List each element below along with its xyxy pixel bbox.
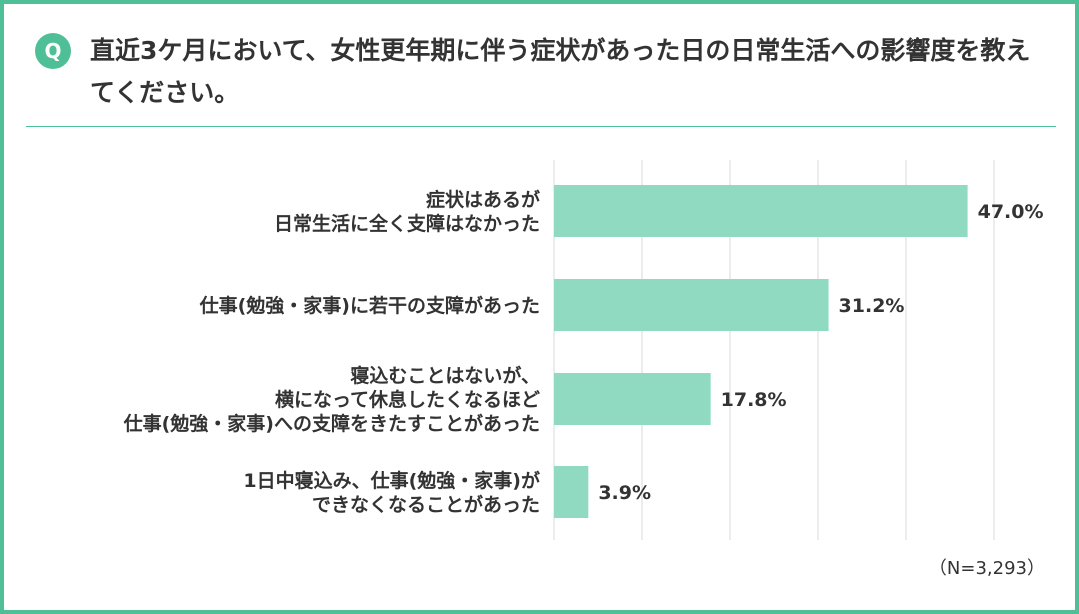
category-label: 症状はあるが (426, 188, 540, 211)
category-label: 1日中寝込み、仕事(勉強・家事)が (243, 469, 540, 492)
bar-value-label: 3.9% (598, 482, 651, 504)
bar-value-label: 47.0% (978, 201, 1044, 223)
bar (554, 466, 589, 518)
question-text: 直近3ケ月において、女性更年期に伴う症状があった日の日常生活への影響度を教えてく… (90, 36, 1031, 107)
bar-value-label: 17.8% (721, 389, 787, 411)
category-label: 横になって休息したくなるほど (275, 388, 540, 411)
bar (554, 279, 829, 331)
bar (554, 185, 968, 237)
bar-value-label: 31.2% (839, 295, 905, 317)
category-label: 仕事(勉強・家事)に若干の支障があった (199, 294, 540, 317)
bar (554, 373, 711, 425)
category-label: 日常生活に全く支障はなかった (274, 212, 540, 235)
category-label: 寝込むことはないが、 (350, 364, 540, 387)
category-label: できなくなることがあった (312, 493, 540, 516)
title-divider (26, 126, 1056, 127)
sample-size-note: （N=3,293） (928, 558, 1045, 579)
question-badge: Q (35, 33, 71, 69)
category-label: 仕事(勉強・家事)への支障をきたすことがあった (123, 412, 540, 435)
